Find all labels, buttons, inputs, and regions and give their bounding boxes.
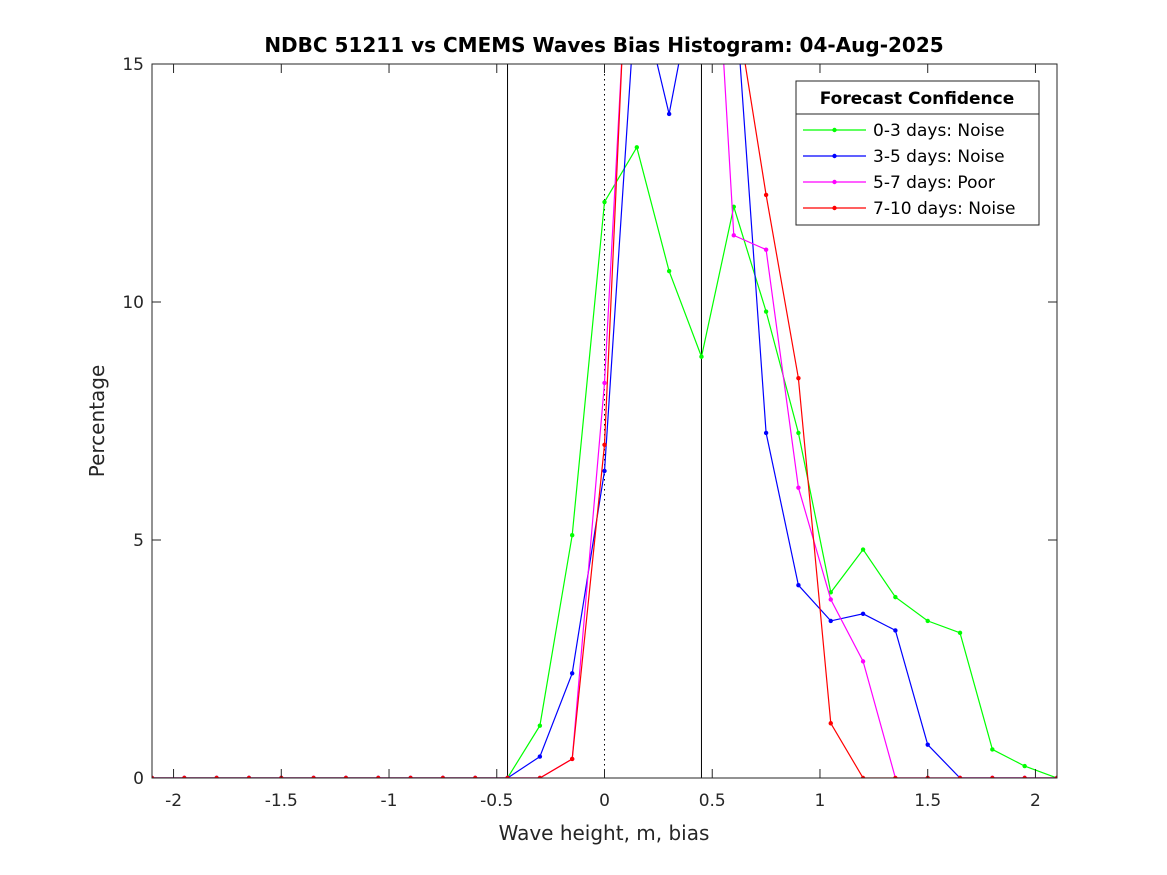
data-point (796, 430, 801, 436)
data-point (925, 742, 930, 747)
legend-label: 7-10 days: Noise (873, 199, 1015, 219)
data-point (182, 775, 187, 778)
data-point (796, 375, 801, 381)
data-point (537, 775, 543, 778)
data-point (569, 671, 575, 676)
x-tick-label: -1.5 (265, 791, 298, 811)
data-point (634, 145, 640, 150)
x-tick-label: 0.5 (699, 791, 726, 811)
data-point (602, 199, 607, 205)
reference-lines (507, 64, 702, 778)
data-point (860, 547, 866, 552)
data-point (796, 583, 801, 588)
data-point (505, 775, 510, 778)
x-axis-label: Wave height, m, bias (499, 821, 710, 845)
data-point (1022, 775, 1027, 778)
data-point (343, 775, 349, 778)
data-point (311, 775, 316, 778)
data-point (763, 309, 769, 314)
data-point (569, 533, 575, 538)
data-point (569, 756, 575, 762)
x-tick-label: 1.5 (914, 791, 941, 811)
y-tick-label: 15 (122, 55, 144, 75)
data-point (763, 247, 769, 252)
data-point (246, 775, 252, 778)
y-tick-label: 10 (122, 293, 144, 313)
legend-box (795, 80, 1040, 226)
x-tick-label: 0 (599, 791, 610, 811)
data-point (537, 723, 543, 728)
data-point (893, 594, 898, 600)
legend-swatch-marker (832, 179, 837, 185)
x-tick-label: -1 (381, 791, 398, 811)
data-point (990, 775, 995, 778)
data-point (731, 233, 736, 238)
x-tick-label: 1 (815, 791, 826, 811)
legend-item: 0-3 days: Noise (803, 121, 1005, 141)
y-tick-label: 0 (133, 769, 144, 789)
data-point (602, 468, 607, 474)
data-point (860, 611, 866, 616)
data-point (763, 192, 769, 198)
legend-item: 7-10 days: Noise (803, 199, 1015, 219)
data-point (537, 754, 543, 759)
legend-title: Forecast Confidence (820, 89, 1015, 109)
data-point (699, 354, 704, 359)
data-point (1022, 763, 1027, 769)
legend-item: 3-5 days: Noise (803, 147, 1005, 167)
y-axis: 0 5 10 15 (122, 55, 1057, 789)
data-point (828, 618, 833, 624)
legend: Forecast Confidence 0-3 days: Noise 3-5 d… (795, 80, 1040, 226)
data-point (860, 775, 866, 778)
data-point (828, 721, 833, 726)
legend-items: 0-3 days: Noise 3-5 days: Noise 5-7 days: … (803, 121, 1015, 219)
data-point (860, 659, 866, 664)
data-point (957, 775, 963, 778)
data-point (666, 268, 672, 274)
legend-label: 3-5 days: Noise (873, 147, 1005, 167)
data-point (440, 775, 446, 778)
data-point (473, 775, 478, 778)
data-point (925, 618, 930, 624)
data-point (893, 775, 898, 778)
data-point (376, 775, 381, 778)
legend-swatch-marker (832, 153, 837, 159)
data-point (893, 628, 898, 633)
legend-swatch-marker (832, 205, 837, 211)
data-point (1054, 775, 1057, 778)
data-point (828, 597, 833, 602)
x-tick-label: -0.5 (480, 791, 513, 811)
series-4 (152, 64, 1057, 778)
data-point (408, 775, 413, 778)
data-point (796, 485, 801, 490)
x-axis: -2 -1.5 -1 -0.5 0 0.5 1 1.5 2 (165, 64, 1041, 811)
data-point (152, 775, 155, 778)
data-point (214, 775, 219, 778)
data-point (602, 442, 607, 447)
data-point (763, 430, 769, 436)
data-point (990, 747, 995, 752)
chart-title: NDBC 51211 vs CMEMS Waves Bias Histogram… (264, 33, 943, 57)
data-point (957, 630, 963, 636)
legend-item: 5-7 days: Poor (803, 173, 995, 193)
x-tick-label: 2 (1030, 791, 1041, 811)
y-axis-label: Percentage (85, 365, 109, 478)
data-point (666, 111, 672, 117)
y-tick-label: 5 (133, 531, 144, 551)
series-layer (152, 64, 1057, 778)
legend-swatch-marker (832, 127, 837, 133)
x-tick-label: -2 (165, 791, 182, 811)
legend-label: 5-7 days: Poor (873, 173, 995, 193)
data-point (602, 380, 607, 386)
legend-label: 0-3 days: Noise (873, 121, 1005, 141)
